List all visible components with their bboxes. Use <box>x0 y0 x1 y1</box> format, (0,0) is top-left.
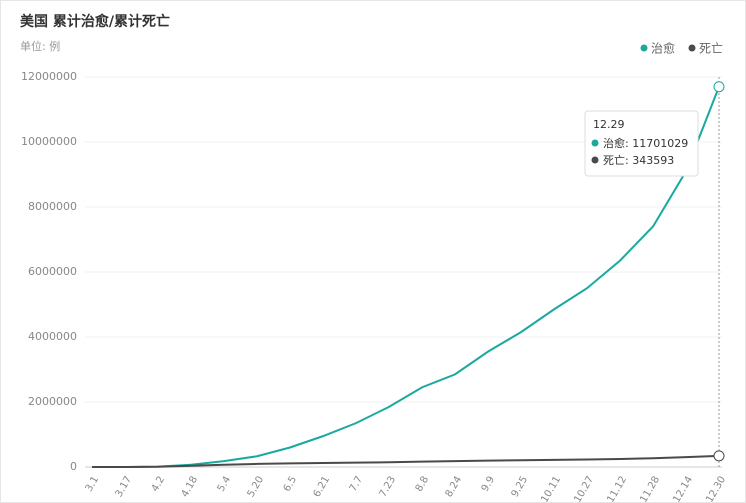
line-series <box>92 454 720 468</box>
legend-marker <box>688 44 696 52</box>
tooltip-value: 343593 <box>632 154 674 167</box>
tooltip-marker <box>591 139 599 147</box>
tooltip-item: 死亡: 343593 <box>603 153 674 167</box>
legend-label: 死亡 <box>699 42 723 56</box>
tooltip-sep: : <box>625 137 632 150</box>
y-tick-label: 2000000 <box>28 395 77 408</box>
tooltip-name: 治愈 <box>603 136 625 150</box>
legend-marker <box>640 44 648 52</box>
y-tick-label: 6000000 <box>28 265 77 278</box>
tooltip-box <box>584 110 699 177</box>
hover-point <box>713 81 725 93</box>
y-tick-label: 0 <box>70 460 77 473</box>
tooltip: 12.29 治愈: 11701029 死亡: 343593 <box>584 110 699 177</box>
legend-label: 治愈 <box>651 41 675 56</box>
tooltip-item: 治愈: 11701029 <box>603 136 688 150</box>
y-tick-label: 8000000 <box>28 200 77 213</box>
subtitle: 单位: 例 <box>20 39 60 53</box>
tooltip-value: 11701029 <box>632 137 688 150</box>
y-tick-label: 12000000 <box>21 70 77 83</box>
hover-point <box>713 450 725 462</box>
y-tick-label: 10000000 <box>21 135 77 148</box>
tooltip-title: 12.29 <box>593 118 625 131</box>
chart-title: 美国 累计治愈/累计死亡 <box>20 13 170 30</box>
tooltip-name: 死亡 <box>603 153 625 167</box>
line-series <box>92 86 720 468</box>
y-tick-label: 4000000 <box>28 330 77 343</box>
tooltip-sep: : <box>625 154 632 167</box>
tooltip-marker <box>591 156 599 164</box>
